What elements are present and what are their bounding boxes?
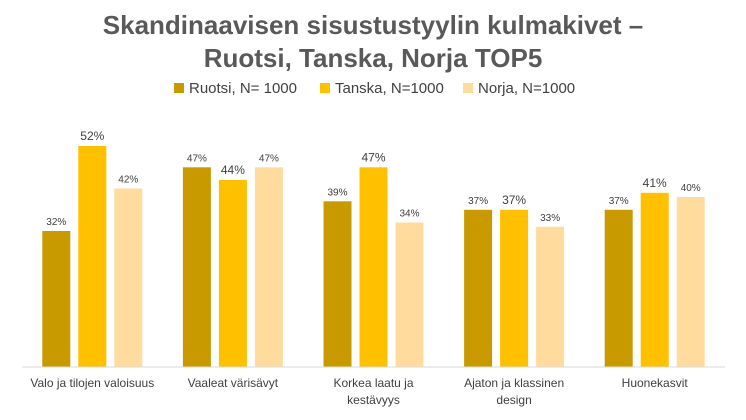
- bar-0-4: [604, 209, 633, 368]
- bar-2-1: [254, 167, 283, 368]
- category-label-4-0: Huonekasvit: [622, 376, 689, 390]
- bar-1-4: [640, 192, 669, 368]
- bar-0-2: [323, 201, 352, 368]
- category-label-3-1: design: [496, 393, 531, 407]
- data-label-1-2: 47%: [361, 150, 385, 164]
- category-label-2-0: Korkea laatu ja: [333, 376, 413, 390]
- data-label-2-0: 42%: [118, 175, 138, 186]
- bar-2-3: [536, 226, 565, 368]
- bar-1-0: [78, 146, 107, 367]
- data-label-1-4: 41%: [643, 176, 667, 190]
- data-label-2-1: 47%: [259, 153, 279, 164]
- bar-2-4: [676, 197, 705, 367]
- legend-swatch-2: [463, 83, 473, 93]
- bar-2-0: [114, 188, 143, 367]
- chart-title-line-1: Skandinaavisen sisustustyylin kulmakivet…: [103, 10, 643, 40]
- category-label-0-0: Valo ja tilojen valoisuus: [30, 376, 154, 390]
- category-label-1-0: Vaaleat värisävyt: [188, 376, 279, 390]
- legend: Ruotsi, N= 1000 Tanska, N=1000 Norja, N=10…: [174, 80, 575, 97]
- bars: [42, 146, 705, 368]
- data-label-0-2: 39%: [327, 187, 347, 198]
- bar-1-1: [218, 180, 247, 367]
- data-label-2-3: 33%: [540, 213, 560, 224]
- category-label-2-1: kestävyys: [347, 393, 400, 407]
- legend-swatch-1: [320, 83, 330, 93]
- bar-0-1: [182, 167, 211, 368]
- bar-1-3: [500, 209, 529, 368]
- legend-label-2: Norja, N=1000: [478, 80, 575, 97]
- legend-swatch-0: [174, 83, 184, 93]
- data-labels: 32% 52% 42% 47% 44% 47% 39% 47% 34% 37% 37% 33% 37% 4…: [46, 129, 701, 228]
- data-label-2-2: 34%: [399, 209, 419, 220]
- data-label-1-3: 37%: [502, 193, 526, 207]
- bar-1-2: [359, 167, 388, 368]
- legend-label-1: Tanska, N=1000: [335, 80, 444, 97]
- data-label-0-3: 37%: [468, 196, 488, 207]
- bar-0-3: [464, 209, 493, 368]
- data-label-2-4: 40%: [681, 183, 701, 194]
- data-label-1-1: 44%: [221, 163, 245, 177]
- data-label-0-4: 37%: [609, 196, 629, 207]
- data-label-0-0: 32%: [46, 217, 66, 228]
- bar-0-0: [42, 231, 71, 367]
- chart-title-line-2: Ruotsi, Tanska, Norja TOP5: [204, 43, 543, 73]
- bar-2-2: [395, 222, 424, 367]
- legend-label-0: Ruotsi, N= 1000: [189, 80, 297, 97]
- category-labels: Valo ja tilojen valoisuus Vaaleat värisäv…: [30, 376, 688, 407]
- category-label-3-0: Ajaton ja klassinen: [464, 376, 564, 390]
- data-label-0-1: 47%: [187, 153, 207, 164]
- data-label-1-0: 52%: [80, 129, 104, 143]
